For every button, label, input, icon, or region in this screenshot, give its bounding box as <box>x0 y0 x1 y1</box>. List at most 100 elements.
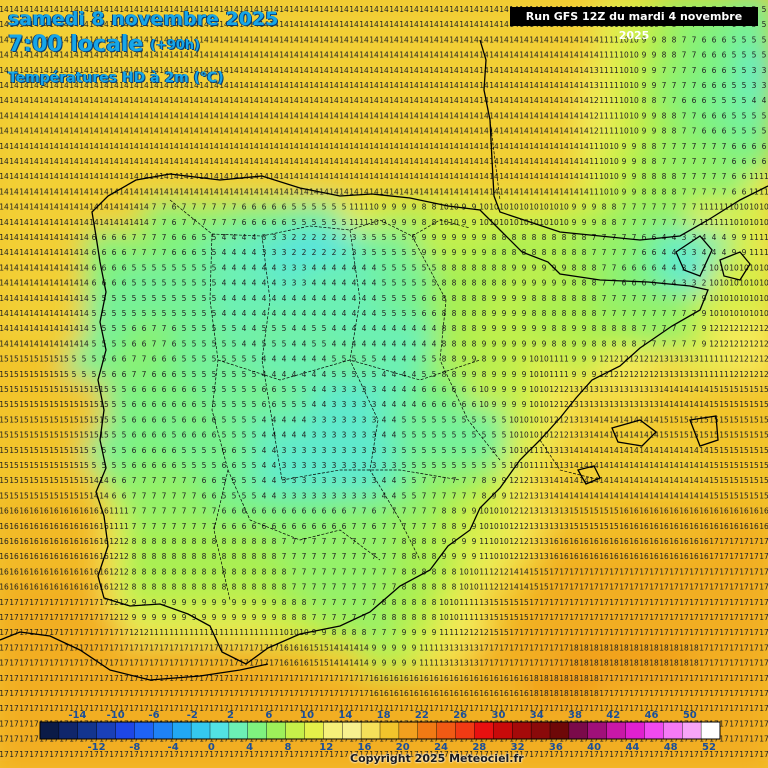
temperature-value: 17 <box>0 659 9 668</box>
temperature-value: 4 <box>382 370 387 379</box>
temperature-value: 17 <box>559 735 569 744</box>
temperature-value: 5 <box>362 355 367 364</box>
temperature-value: 14 <box>369 66 379 75</box>
temperature-value: 17 <box>199 659 209 668</box>
temperature-value: 14 <box>69 233 79 242</box>
temperature-value: 16 <box>419 689 429 698</box>
temperature-value: 4 <box>292 339 297 348</box>
temperature-value: 5 <box>192 279 197 288</box>
temperature-value: 17 <box>599 613 609 622</box>
temperature-value: 15 <box>749 385 759 394</box>
temperature-value: 11 <box>759 172 768 181</box>
temperature-value: 14 <box>349 81 359 90</box>
temperature-value: 17 <box>529 628 539 637</box>
temperature-value: 10 <box>539 203 549 212</box>
temperature-value: 14 <box>629 476 639 485</box>
temperature-value: 15 <box>709 400 719 409</box>
temperature-value: 14 <box>619 446 629 455</box>
temperature-value: 14 <box>239 35 249 44</box>
temperature-value: 14 <box>699 476 709 485</box>
temperature-value: 14 <box>299 81 309 90</box>
temperature-value: 7 <box>332 598 337 607</box>
temperature-value: 17 <box>709 735 719 744</box>
temperature-value: 12 <box>589 111 599 120</box>
temperature-value: 5 <box>302 203 307 212</box>
temperature-value: 14 <box>419 142 429 151</box>
temperature-value: 4 <box>712 233 717 242</box>
temperature-value: 17 <box>649 689 659 698</box>
temperature-value: 17 <box>549 643 559 652</box>
temperature-value: 17 <box>319 704 329 713</box>
temperature-value: 7 <box>692 339 697 348</box>
temperature-value: 14 <box>559 491 569 500</box>
temperature-value: 5 <box>232 324 237 333</box>
temperature-value: 4 <box>312 279 317 288</box>
temperature-value: 17 <box>719 628 729 637</box>
temperature-value: 3 <box>352 476 357 485</box>
temperature-value: 7 <box>192 491 197 500</box>
temperature-value: 3 <box>332 491 337 500</box>
temperature-value: 14 <box>59 263 69 272</box>
temperature-value: 6 <box>122 491 127 500</box>
temperature-value: 7 <box>602 233 607 242</box>
temperature-value: 17 <box>589 598 599 607</box>
temperature-value: 8 <box>252 567 257 576</box>
temperature-value: 9 <box>462 218 467 227</box>
temperature-value: 10 <box>489 507 499 516</box>
temperature-value: 9 <box>242 613 247 622</box>
temperature-value: 14 <box>329 35 339 44</box>
temperature-value: 14 <box>49 294 59 303</box>
temperature-value: 14 <box>399 51 409 60</box>
temperature-value: 4 <box>422 339 427 348</box>
temperature-value: 17 <box>169 643 179 652</box>
temperature-value: 14 <box>29 248 39 257</box>
temperature-value: 17 <box>19 704 29 713</box>
temperature-value: 15 <box>69 446 79 455</box>
temperature-value: 14 <box>349 66 359 75</box>
temperature-value: 4 <box>272 446 277 455</box>
temperature-value: 14 <box>469 142 479 151</box>
temperature-value: 17 <box>39 689 49 698</box>
temperature-value: 14 <box>699 491 709 500</box>
temperature-value: 5 <box>122 339 127 348</box>
temperature-value: 14 <box>159 172 169 181</box>
temperature-value: 4 <box>272 279 277 288</box>
temperature-value: 14 <box>339 35 349 44</box>
temperature-value: 7 <box>682 203 687 212</box>
temperature-value: 4 <box>312 263 317 272</box>
temperature-value: 16 <box>19 552 29 561</box>
temperature-value: 10 <box>619 51 629 60</box>
temperature-value: 7 <box>212 218 217 227</box>
temperature-value: 18 <box>549 689 559 698</box>
temperature-value: 4 <box>382 385 387 394</box>
temperature-value: 14 <box>139 157 149 166</box>
temperature-value: 14 <box>259 157 269 166</box>
temperature-value: 6 <box>192 233 197 242</box>
temperature-value: 14 <box>499 96 509 105</box>
temperature-value: 15 <box>719 491 729 500</box>
temperature-value: 12 <box>509 507 519 516</box>
temperature-value: 16 <box>499 689 509 698</box>
temperature-value: 3 <box>692 248 697 257</box>
temperature-value: 17 <box>519 735 529 744</box>
temperature-value: 4 <box>352 294 357 303</box>
temperature-value: 12 <box>749 339 759 348</box>
temperature-value: 14 <box>379 51 389 60</box>
temperature-value: 14 <box>419 172 429 181</box>
temperature-value: 14 <box>179 111 189 120</box>
temperature-value: 17 <box>139 704 149 713</box>
temperature-value: 6 <box>622 279 627 288</box>
temperature-value: 17 <box>759 583 768 592</box>
temperature-value: 7 <box>692 172 697 181</box>
temperature-value: 14 <box>229 66 239 75</box>
temperature-value: 14 <box>349 127 359 136</box>
temperature-value: 5 <box>162 263 167 272</box>
temperature-value: 14 <box>39 187 49 196</box>
temperature-value: 15 <box>569 522 579 531</box>
temperature-value: 7 <box>292 567 297 576</box>
temperature-value: 14 <box>429 81 439 90</box>
temperature-value: 17 <box>619 613 629 622</box>
temperature-value: 17 <box>189 659 199 668</box>
temperature-value: 17 <box>509 628 519 637</box>
temperature-value: 3 <box>342 446 347 455</box>
